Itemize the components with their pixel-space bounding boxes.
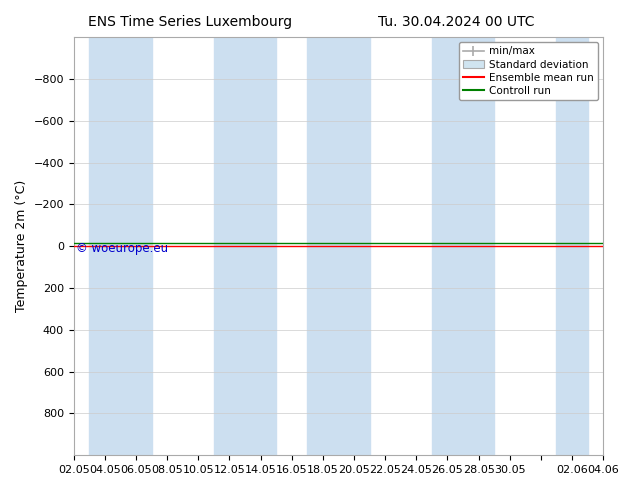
Bar <box>214 37 245 455</box>
Bar <box>463 37 494 455</box>
Bar <box>307 37 339 455</box>
Bar <box>557 37 588 455</box>
Bar <box>120 37 152 455</box>
Bar <box>245 37 276 455</box>
Text: © woeurope.eu: © woeurope.eu <box>77 242 169 255</box>
Text: ENS Time Series Luxembourg: ENS Time Series Luxembourg <box>88 15 292 29</box>
Legend: min/max, Standard deviation, Ensemble mean run, Controll run: min/max, Standard deviation, Ensemble me… <box>459 42 598 100</box>
Text: Tu. 30.04.2024 00 UTC: Tu. 30.04.2024 00 UTC <box>378 15 534 29</box>
Bar <box>89 37 120 455</box>
Y-axis label: Temperature 2m (°C): Temperature 2m (°C) <box>15 180 28 312</box>
Bar <box>432 37 463 455</box>
Bar <box>339 37 370 455</box>
